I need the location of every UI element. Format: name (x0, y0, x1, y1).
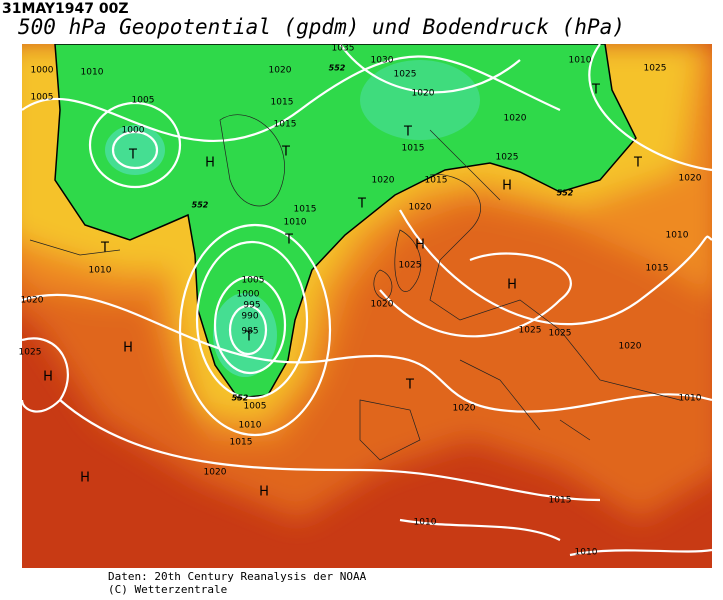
isobar-label: 1020 (453, 404, 476, 414)
pressure-center: H (507, 278, 517, 293)
date-label: 31MAY1947 00Z (2, 1, 129, 17)
isobar-label: 1010 (89, 266, 112, 276)
pressure-center: T (357, 197, 366, 212)
isobar-label: 1025 (644, 64, 667, 74)
isobar-label: 990 (241, 312, 258, 322)
isobar-label: 1030 (371, 56, 394, 66)
isobar-label: 1005 (31, 93, 54, 103)
isobar-label: 1020 (372, 176, 395, 186)
pressure-center: T (591, 83, 600, 98)
coastlines (29, 114, 681, 461)
height-label: 552 (329, 64, 346, 73)
isobar-label: 1010 (679, 394, 702, 404)
isobar-label: 1015 (230, 438, 253, 448)
pressure-center: H (80, 471, 90, 486)
isobar-label: 1015 (271, 98, 294, 108)
height-label: 552 (557, 189, 574, 198)
pressure-center: T (633, 156, 642, 171)
isobar-label: 1025 (549, 329, 572, 339)
pressure-center: H (415, 238, 425, 253)
pressure-center: T (403, 125, 412, 140)
title: 500 hPa Geopotential (gpdm) und Bodendru… (18, 15, 625, 39)
isobar-label: 1025 (19, 348, 42, 358)
pressure-center: T (281, 145, 290, 160)
isobar-label: 1010 (239, 421, 262, 431)
pressure-center: H (205, 156, 215, 171)
footer-copyright: (C) Wetterzentrale (108, 583, 227, 596)
pressure-center: T (405, 378, 414, 393)
isobar-label: 1010 (666, 231, 689, 241)
isobar-label: 1020 (619, 342, 642, 352)
isobar-label: 1010 (414, 518, 437, 528)
isobar-label: 1025 (394, 70, 417, 80)
isobar-label: 1010 (284, 218, 307, 228)
isobar-label: 1020 (504, 114, 527, 124)
isobar-label: 1015 (646, 264, 669, 274)
pressure-center: T (244, 330, 253, 345)
isobar-label: 1005 (132, 96, 155, 106)
height-label: 552 (232, 394, 249, 403)
isobar-label: 1015 (274, 120, 297, 130)
pressure-center: T (128, 148, 137, 163)
pressure-center: T (284, 233, 293, 248)
pressure-center: H (259, 485, 269, 500)
isobar-label: 1020 (679, 174, 702, 184)
isobar-label: 1020 (412, 89, 435, 99)
isobar-label: 1020 (204, 468, 227, 478)
isobar-label: 1015 (425, 176, 448, 186)
pressure-center: H (43, 370, 53, 385)
isobar-label: 1020 (409, 203, 432, 213)
isobar-label: 1015 (549, 496, 572, 506)
isobar-label: 1015 (294, 205, 317, 215)
isobar-label: 1000 (31, 66, 54, 76)
isobar-label: 1020 (371, 300, 394, 310)
pressure-center: T (100, 241, 109, 256)
footer-source: Daten: 20th Century Reanalysis der NOAA (108, 570, 367, 583)
isobars (22, 44, 712, 557)
isobar-label: 1020 (21, 296, 44, 306)
isobar-label: 1015 (402, 144, 425, 154)
pressure-center: H (123, 341, 133, 356)
isobar-label: 1010 (81, 68, 104, 78)
isobar-label: 1020 (269, 66, 292, 76)
map-field (22, 44, 712, 568)
isobar-label: 1025 (519, 326, 542, 336)
isobar-label: 1005 (244, 402, 267, 412)
isobar-label: 1010 (569, 56, 592, 66)
isobar-label: 1000 (122, 126, 145, 136)
isobar-label: 985 (241, 327, 258, 337)
isobar-label: 1025 (399, 261, 422, 271)
isobar-label: 1000 (237, 290, 260, 300)
isobar-label: 1010 (575, 548, 598, 558)
isobar-label: 1025 (496, 153, 519, 163)
isobar-label: 1005 (242, 276, 265, 286)
isobar-label: 995 (243, 301, 260, 311)
isobar-label: 1035 (332, 44, 355, 54)
pressure-center: H (502, 179, 512, 194)
height-label: 552 (192, 201, 209, 210)
